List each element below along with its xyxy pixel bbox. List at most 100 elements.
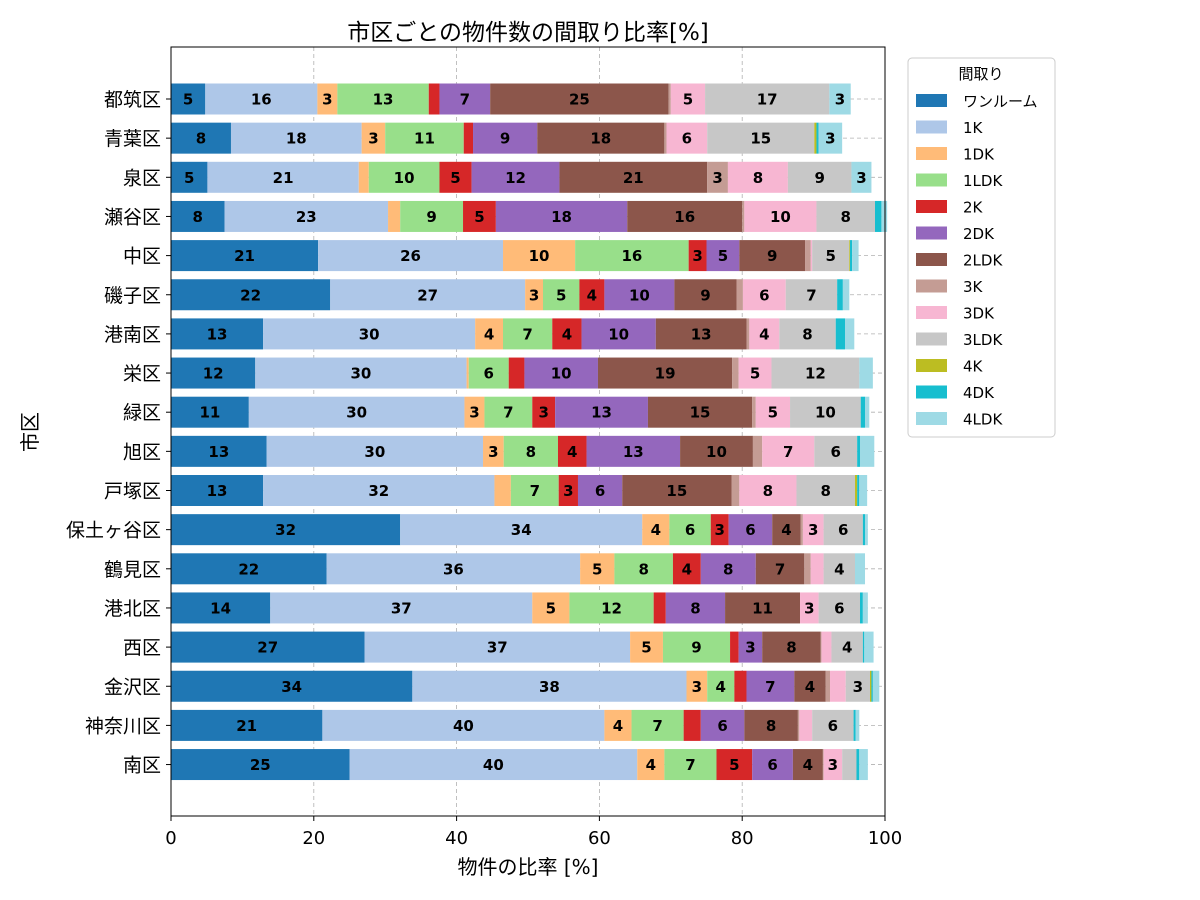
- bar-segment: [820, 631, 822, 663]
- bar-segment-label: 13: [623, 443, 644, 461]
- bar-segment: [710, 514, 729, 546]
- bar-segment: [368, 161, 440, 193]
- bar-segment-label: 5: [683, 91, 693, 109]
- bar-segment: [317, 83, 338, 115]
- bar-segment-label: 3: [825, 130, 835, 148]
- bar-segment-label: 9: [691, 639, 701, 657]
- bar-segment: [727, 161, 788, 193]
- bar-segment: [755, 396, 791, 428]
- bar-segment: [859, 749, 868, 781]
- bar-segment: [730, 631, 739, 663]
- bar-segment: [263, 318, 476, 350]
- bar-segment: [358, 161, 369, 193]
- bar-segment: [171, 514, 401, 546]
- bar-segment: [463, 200, 496, 232]
- legend-swatch: [916, 253, 947, 266]
- bar-segment: [831, 631, 863, 663]
- bar-segment-label: 34: [281, 678, 302, 696]
- bar-segment-label: 6: [831, 443, 841, 461]
- legend-swatch: [916, 120, 947, 134]
- bar-segment: [604, 709, 632, 741]
- bar-segment-label: 6: [828, 717, 838, 735]
- bar-segment-label: 3: [808, 521, 818, 539]
- bar-segment-label: 30: [364, 443, 385, 461]
- y-tick-label: 泉区: [123, 167, 161, 189]
- bar-segment: [825, 670, 831, 702]
- bar-segment: [688, 240, 707, 272]
- bar-segment: [796, 475, 856, 506]
- bar-segment: [471, 161, 560, 193]
- bar-segment: [171, 709, 323, 741]
- bar-segment: [266, 435, 484, 467]
- bar-segment: [330, 279, 526, 311]
- bar-segment: [805, 240, 811, 272]
- bar-segment: [837, 279, 843, 311]
- bar-segment: [542, 279, 580, 311]
- bar-segment: [171, 83, 206, 115]
- bar-segment: [647, 396, 753, 428]
- bar-segment-label: 13: [207, 325, 228, 343]
- bar-segment: [672, 553, 701, 585]
- bar-segment-label: 10: [706, 443, 727, 461]
- bar-segment: [742, 279, 786, 311]
- legend-swatch: [916, 279, 947, 293]
- bar-segment: [700, 709, 745, 741]
- bar-segment-label: 4: [484, 325, 494, 343]
- bar-segment-label: 6: [838, 521, 848, 539]
- bar-segment: [707, 670, 735, 702]
- bar-segment-label: 8: [690, 599, 700, 617]
- bar-segment: [857, 435, 861, 467]
- bar-segment: [586, 435, 681, 467]
- bar-segment: [171, 592, 271, 624]
- bar-segment-label: 4: [716, 678, 726, 696]
- segment-labels-layer: 5 16 3 13 7 25 5 17 38 18 3 11 9 18 6 15 35 21 10 5 12 21 3 8 9 3…: [183, 91, 867, 775]
- bar-segment: [802, 514, 824, 546]
- bar-segment-label: 8: [763, 482, 773, 500]
- bar-segment: [503, 435, 558, 467]
- bar-segment: [559, 161, 708, 193]
- bar-segment: [558, 475, 578, 506]
- bar-segment-label: 8: [638, 560, 648, 578]
- bar-segment: [680, 435, 753, 467]
- bar-segment: [881, 200, 888, 232]
- bar-segment-label: 7: [530, 482, 540, 500]
- bar-segment-label: 6: [717, 717, 727, 735]
- bar-segment: [818, 122, 843, 154]
- bar-segment: [412, 670, 687, 702]
- bar-segment-label: 40: [453, 717, 474, 735]
- bar-segment: [829, 83, 851, 115]
- bar-segment-label: 10: [770, 208, 791, 226]
- bar-segment: [494, 475, 511, 506]
- bar-segment: [810, 240, 813, 272]
- bar-segment: [707, 161, 728, 193]
- bar-segment: [857, 475, 860, 506]
- bar-segment-label: 6: [767, 756, 777, 774]
- legend-label: 2LDK: [963, 252, 1003, 270]
- bar-segment: [361, 122, 386, 154]
- bar-segment-label: 16: [251, 91, 272, 109]
- bar-segment: [752, 749, 793, 781]
- bar-segment-label: 37: [487, 639, 508, 657]
- bar-segment-label: 21: [623, 169, 644, 187]
- bar-segment: [255, 357, 467, 389]
- bar-segment: [171, 318, 264, 350]
- bar-segment-label: 7: [652, 717, 662, 735]
- bar-segment-label: 6: [685, 521, 695, 539]
- bar-segment-label: 38: [539, 678, 560, 696]
- bar-segment-label: 19: [655, 365, 676, 383]
- bar-segment-label: 5: [641, 639, 651, 657]
- bar-segment: [845, 318, 855, 350]
- bar-segment-label: 17: [757, 91, 778, 109]
- bar-segment: [171, 240, 319, 272]
- x-tick-label: 0: [165, 828, 176, 849]
- x-tick-label: 100: [868, 828, 902, 849]
- bar-segment: [705, 83, 830, 115]
- bar-segment: [752, 435, 763, 467]
- bar-segment: [855, 475, 858, 506]
- bar-segment-label: 7: [503, 404, 513, 422]
- bar-segment: [700, 553, 756, 585]
- bar-segment: [318, 240, 504, 272]
- y-tick-label: 青葉区: [104, 128, 161, 150]
- bar-segment-label: 4: [805, 678, 815, 696]
- bar-segment-label: 9: [500, 130, 510, 148]
